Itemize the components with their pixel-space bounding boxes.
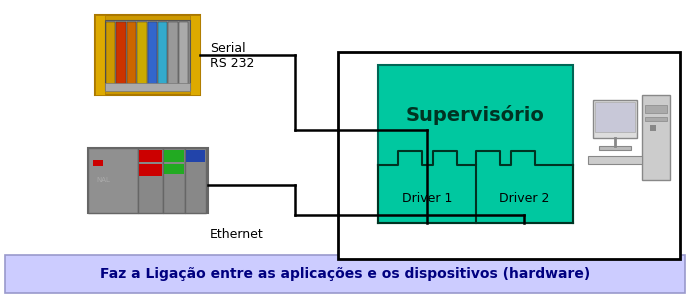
Bar [158, 22, 167, 86]
Text: Driver 1: Driver 1 [402, 191, 452, 205]
Bar [93, 160, 103, 166]
Bar [127, 22, 136, 86]
Text: Driver 2: Driver 2 [499, 191, 549, 205]
Bar [138, 148, 163, 213]
Text: Serial
RS 232: Serial RS 232 [210, 42, 255, 70]
Bar [117, 22, 126, 86]
Bar [5, 255, 685, 293]
Bar [105, 83, 190, 91]
Text: Faz a Ligação entre as aplicações e os dispositivos (hardware): Faz a Ligação entre as aplicações e os d… [100, 267, 590, 281]
Bar [168, 22, 177, 86]
Bar [645, 117, 667, 121]
Bar [105, 20, 190, 90]
Text: NAL: NAL [96, 178, 110, 184]
Bar [163, 148, 185, 213]
Bar [179, 22, 188, 86]
Bar [642, 95, 670, 180]
Bar [185, 148, 206, 213]
Bar [139, 164, 162, 176]
Text: Supervisório: Supervisório [406, 105, 545, 125]
Bar [95, 15, 105, 95]
Bar [139, 150, 162, 162]
Bar [106, 22, 115, 86]
Text: Ethernet: Ethernet [210, 228, 264, 241]
Bar [95, 15, 200, 95]
Bar [593, 100, 637, 138]
Bar [588, 156, 642, 164]
Bar [645, 105, 667, 113]
Bar [378, 65, 573, 223]
Bar [650, 125, 656, 131]
Bar [148, 22, 157, 86]
Bar [599, 146, 631, 150]
Bar [164, 164, 184, 174]
Bar [164, 150, 184, 162]
Bar [595, 102, 635, 132]
Bar [88, 148, 138, 213]
Bar [186, 150, 205, 162]
Bar [137, 22, 146, 86]
Bar [190, 15, 200, 95]
Bar [338, 52, 680, 259]
Bar [88, 148, 208, 213]
